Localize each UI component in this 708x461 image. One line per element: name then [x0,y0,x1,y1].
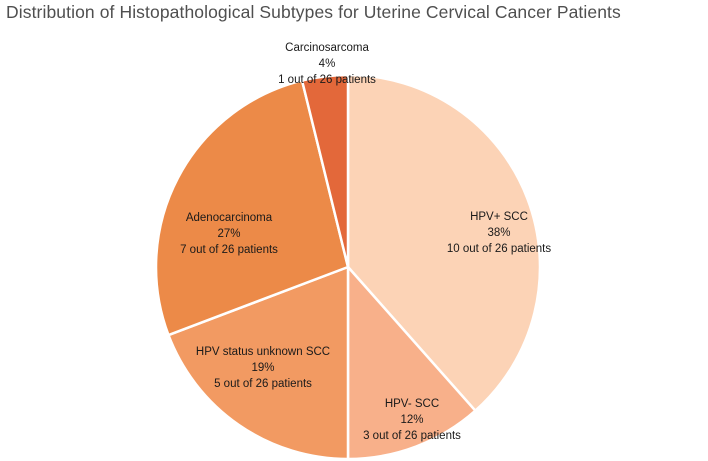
slice-label-count: 5 out of 26 patients [214,378,312,390]
slice-label-name: Adenocarcinoma [185,212,273,224]
slice-label-name: HPV+ SCC [470,211,528,223]
slice-label-name: HPV status unknown SCC [195,346,331,358]
slice-label: HPV+ SCC 38% 10 out of 26 patients [447,209,551,257]
slice-label: HPV- SCC 12% 3 out of 26 patients [363,396,461,444]
slice-label-count: 7 out of 26 patients [180,244,278,256]
slice-label-percent: 4% [318,58,336,70]
pie-slice-adenocarcinoma [154,79,350,337]
slice-label-name: HPV- SCC [384,398,440,410]
slice-label-count: 10 out of 26 patients [446,243,552,255]
slice-label-count: 1 out of 26 patients [278,74,376,86]
slice-label-percent: 19% [251,362,275,374]
slice-label-name: Carcinosarcoma [285,42,369,54]
pie-slice-carcinosarcoma [300,73,350,269]
pie-slice-hpv-scc [346,73,542,412]
slice-label: HPV status unknown SCC 19% 5 out of 26 pat… [196,344,330,392]
slice-label-count: 3 out of 26 patients [363,430,461,442]
slice-label-percent: 12% [400,414,424,426]
slice-label-percent: 38% [487,227,511,239]
slice-label: Carcinosarcoma 4% 1 out of 26 patients [278,40,376,88]
slice-label: Adenocarcinoma 27% 7 out of 26 patients [180,210,278,258]
pie-slice-hpv-status-unknown-scc [167,265,350,461]
slice-label-percent: 27% [217,228,241,240]
chart-title: Distribution of Histopathological Subtyp… [6,2,621,22]
pie-slice-hpv-scc [346,265,477,461]
